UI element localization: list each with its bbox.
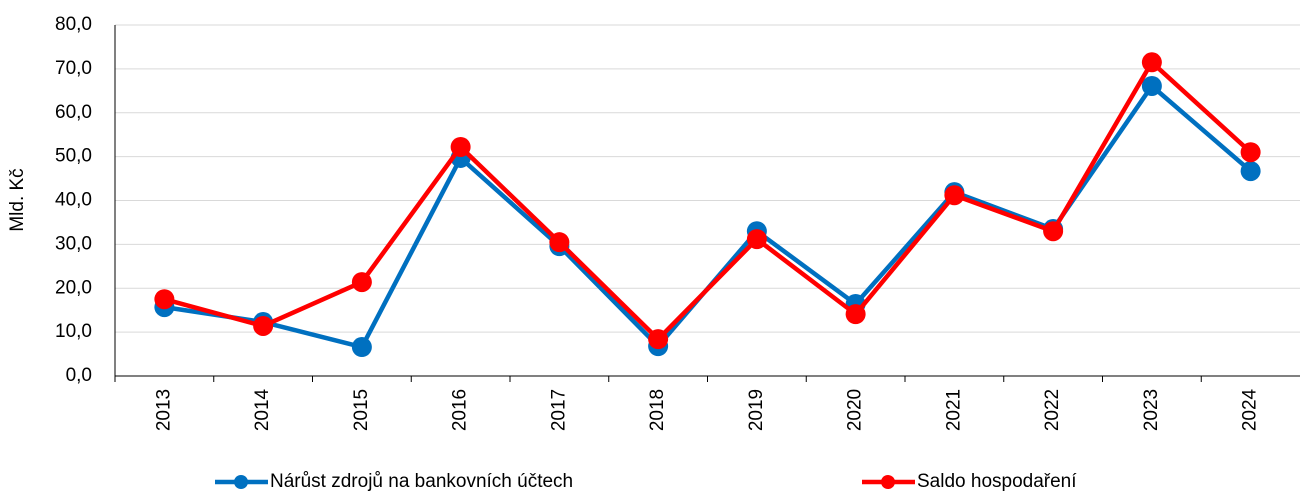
- marker: [253, 315, 274, 336]
- y-tick-label: 10,0: [55, 321, 92, 342]
- x-tick-label: 2024: [1240, 388, 1261, 431]
- y-tick-label: 50,0: [55, 146, 92, 167]
- series-line: [164, 83, 1253, 350]
- x-tick-label: 2018: [647, 389, 668, 431]
- legend-marker: [234, 475, 248, 489]
- x-tick-label: 2019: [746, 389, 767, 431]
- x-tick-label: 2021: [943, 389, 964, 431]
- marker: [1141, 75, 1162, 96]
- marker: [648, 329, 669, 350]
- marker: [1141, 52, 1162, 73]
- marker: [450, 136, 471, 157]
- x-tick-label: 2023: [1141, 389, 1162, 431]
- x-tick-label: 2017: [548, 389, 569, 431]
- marker: [1240, 142, 1261, 163]
- y-tick-label: 40,0: [55, 190, 92, 211]
- x-tick-label: 2016: [450, 389, 471, 431]
- y-tick-label: 30,0: [55, 233, 92, 254]
- legend-marker: [881, 475, 895, 489]
- marker: [549, 232, 570, 253]
- y-tick-label: 60,0: [55, 102, 92, 123]
- x-tick-label: 2013: [153, 389, 174, 431]
- legend-label: Saldo hospodaření: [917, 471, 1077, 492]
- x-tick-label: 2022: [1042, 389, 1063, 431]
- y-axis-label: Mld. Kč: [7, 168, 28, 231]
- y-tick-label: 0,0: [66, 365, 92, 386]
- marker: [154, 289, 175, 310]
- marker: [1240, 161, 1261, 182]
- marker: [351, 337, 372, 358]
- marker: [1043, 221, 1064, 242]
- y-tick-label: 20,0: [55, 277, 92, 298]
- x-tick-label: 2014: [252, 388, 273, 431]
- y-tick-label: 80,0: [55, 14, 92, 35]
- y-tick-label: 70,0: [55, 58, 92, 79]
- marker: [351, 272, 372, 293]
- legend-label: Nárůst zdrojů na bankovních účtech: [270, 471, 573, 492]
- marker: [944, 185, 965, 206]
- x-tick-label: 2020: [845, 389, 866, 431]
- series-line: [163, 60, 1253, 342]
- marker: [845, 304, 866, 325]
- x-tick-label: 2015: [351, 389, 372, 431]
- marker: [746, 229, 767, 250]
